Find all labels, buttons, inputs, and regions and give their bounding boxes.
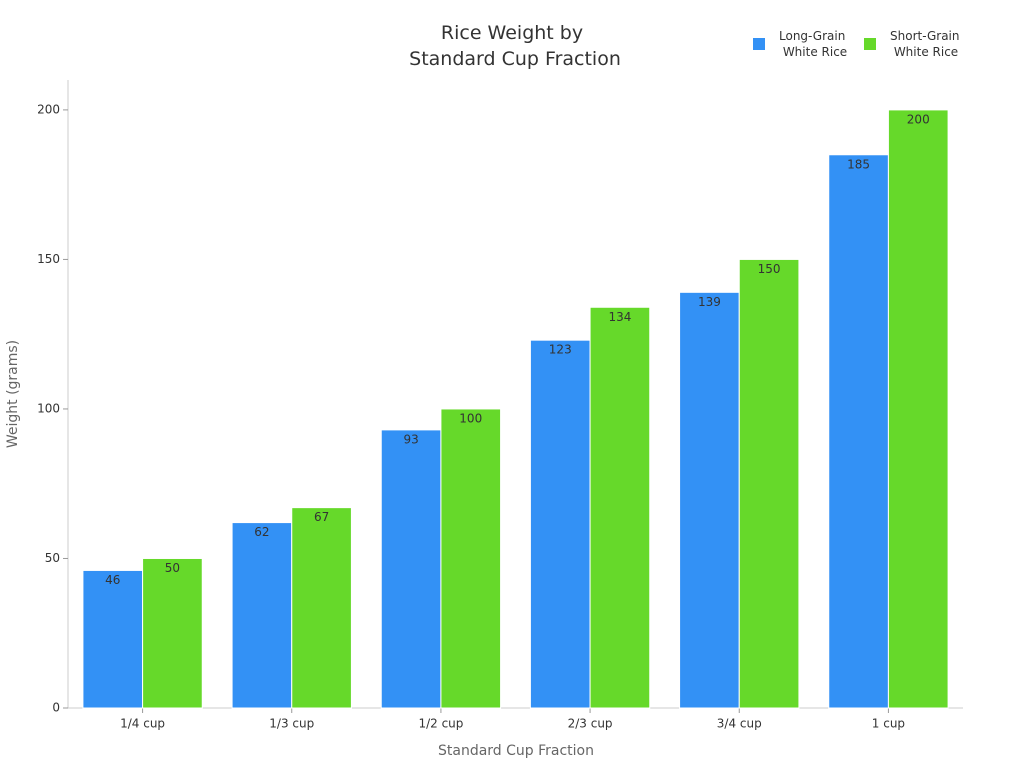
bar xyxy=(142,557,203,709)
legend-label: Short-Grain White Rice xyxy=(890,29,960,59)
y-axis-label: Weight (grams) xyxy=(5,340,21,448)
x-tick-label: 1/4 cup xyxy=(120,717,165,731)
y-tick-label: 0 xyxy=(52,701,60,715)
legend-label: Long-Grain White Rice xyxy=(779,29,847,59)
value-label: 200 xyxy=(907,112,930,126)
value-label: 123 xyxy=(549,343,572,357)
bar xyxy=(82,569,144,709)
x-tick-label: 1/2 cup xyxy=(418,717,463,731)
x-tick-label: 1 cup xyxy=(872,717,905,731)
bar xyxy=(380,429,442,709)
bar xyxy=(291,507,352,709)
x-tick-label: 3/4 cup xyxy=(717,717,762,731)
bar xyxy=(887,109,949,709)
bar xyxy=(679,291,740,709)
x-tick-label: 2/3 cup xyxy=(568,717,613,731)
y-tick-label: 200 xyxy=(37,102,60,116)
value-label: 100 xyxy=(459,411,482,425)
value-label: 139 xyxy=(698,295,721,309)
value-label: 67 xyxy=(314,510,329,524)
value-label: 93 xyxy=(403,432,418,446)
y-tick-label: 50 xyxy=(45,551,60,565)
bar xyxy=(738,258,800,709)
value-label: 150 xyxy=(758,262,781,276)
x-axis-label: Standard Cup Fraction xyxy=(438,743,594,759)
x-tick-label: 1/3 cup xyxy=(269,717,314,731)
value-label: 62 xyxy=(254,525,269,539)
bar xyxy=(440,408,502,709)
value-label: 46 xyxy=(105,573,120,587)
y-tick-label: 150 xyxy=(37,252,60,266)
chart-title: Rice Weight by Standard Cup Fraction xyxy=(403,22,621,70)
bar xyxy=(828,154,889,709)
bar xyxy=(589,306,651,709)
legend-swatch xyxy=(864,38,876,50)
bar xyxy=(529,339,591,709)
y-tick-label: 100 xyxy=(37,401,60,415)
value-label: 185 xyxy=(847,157,870,171)
legend-swatch xyxy=(753,38,765,50)
value-label: 50 xyxy=(165,561,180,575)
value-label: 134 xyxy=(608,310,631,324)
bar xyxy=(231,522,293,709)
